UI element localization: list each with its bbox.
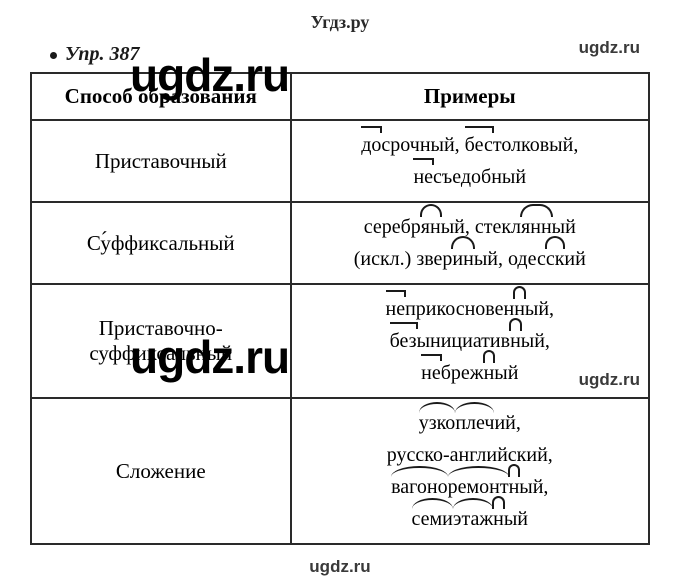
header-method: Способ образования (31, 73, 291, 120)
exercise-heading: Упр. 387 (50, 43, 650, 66)
examples-cell: досрочный, бестолковый, несъедобный (291, 120, 649, 202)
footer-watermark: ugdz.ru (30, 557, 650, 577)
word: звериный (416, 243, 498, 275)
examples-cell: неприкосновенный, безынициативный, небре… (291, 284, 649, 398)
word: неприкосновенный (386, 293, 550, 325)
bullet-icon (50, 52, 57, 59)
word: небрежный (421, 357, 518, 389)
word: серебряный (364, 211, 465, 243)
site-title: Угдз.ру (30, 12, 650, 33)
word: бестолковый (465, 129, 574, 161)
table-row: Сложение узкоплечий, русско-английский, … (31, 398, 649, 544)
word: досрочный (361, 129, 454, 161)
table-row: Приставочный досрочный, бестолковый, нес… (31, 120, 649, 202)
method-cell: Приставочный (31, 120, 291, 202)
word: несъедобный (413, 161, 526, 193)
word: безынициативный (390, 325, 545, 357)
examples-cell: серебряный, стеклянный (искл.) звериный,… (291, 202, 649, 284)
header-examples: Примеры (291, 73, 649, 120)
method-cell: Суффиксальный (31, 202, 291, 284)
examples-cell: узкоплечий, русско-английский, вагонорем… (291, 398, 649, 544)
word: одесский (508, 243, 586, 275)
table-row: Приставочно-суффиксальный неприкосновенн… (31, 284, 649, 398)
table-container: Способ образования Примеры Приставочный … (30, 72, 650, 545)
word: семиэтажный (412, 503, 528, 535)
table-row: Суффиксальный серебряный, стеклянный (ис… (31, 202, 649, 284)
method-cell: Приставочно-суффиксальный (31, 284, 291, 398)
table-header-row: Способ образования Примеры (31, 73, 649, 120)
word: узкоплечий (419, 407, 516, 439)
formation-table: Способ образования Примеры Приставочный … (30, 72, 650, 545)
method-cell: Сложение (31, 398, 291, 544)
exercise-label: Упр. 387 (65, 43, 139, 65)
